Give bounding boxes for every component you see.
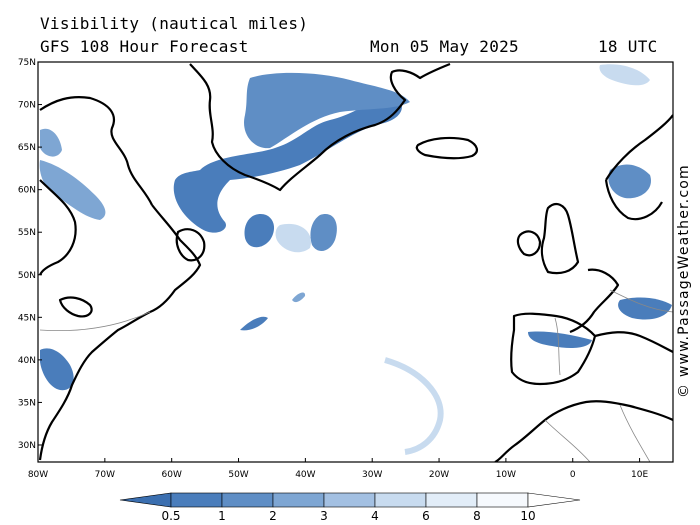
scandinavia-coast [605, 114, 673, 181]
lat-label: 50N [18, 271, 36, 281]
lat-label: 55N [18, 228, 36, 238]
canada-arctic-coast [39, 96, 153, 206]
lon-label: 60W [162, 470, 182, 480]
legend-swatch [170, 492, 223, 508]
fog-arctic-ne [599, 64, 650, 86]
lat-label: 60N [18, 186, 36, 196]
longitude-labels: 80W 70W 60W 50W 40W 30W 20W 10W 0 10E [28, 458, 648, 480]
visibility-legend: 0.5 1 2 3 4 6 8 10 [119, 492, 581, 523]
lat-label: 35N [18, 398, 36, 408]
africa-coast [494, 400, 673, 462]
fog-labrador [39, 160, 106, 220]
iceland-coast [415, 136, 478, 160]
lon-label: 20W [429, 470, 449, 480]
fog-streak-48n [292, 292, 306, 303]
fog-newfoundland-east [244, 214, 275, 248]
legend-level-label: 0.5 [161, 509, 180, 523]
lon-label: 80W [28, 470, 48, 480]
fog-iberia [528, 331, 592, 348]
legend-level-label: 10 [520, 509, 535, 523]
lat-label: 45N [18, 313, 36, 323]
fog-us-coast [40, 348, 74, 391]
credit-text-box: © www.PassageWeather.com [676, 164, 696, 418]
country-borders [39, 289, 673, 462]
legend-swatch [425, 492, 478, 508]
lat-label: 40N [18, 356, 36, 366]
fog-north-scandinavia [608, 164, 651, 199]
legend-level-label: 3 [320, 509, 328, 523]
legend-max-arrow [527, 492, 581, 508]
fog-light-patch [275, 223, 311, 253]
newfoundland-coast [175, 228, 206, 262]
mediterranean-coast [594, 331, 673, 353]
norway-south-coast [604, 179, 663, 221]
us-east-coast [38, 311, 151, 461]
credit-text: © www.PassageWeather.com [676, 164, 692, 398]
legend-swatch [374, 492, 427, 508]
lon-label: 70W [95, 470, 115, 480]
legend-min-arrow [119, 492, 172, 508]
map-frame [37, 61, 674, 463]
latitude-labels: 75N 70N 65N 60N 55N 50N 45N 40N 35N 30N [18, 58, 42, 451]
legend-level-label: 8 [473, 509, 481, 523]
visibility-shading [39, 64, 672, 455]
lon-label: 10W [496, 470, 516, 480]
hudson-bay-coast [38, 179, 77, 276]
labrador-coast [149, 204, 202, 314]
lon-label: 40W [295, 470, 315, 480]
map-title: Visibility (nautical miles) [40, 14, 309, 33]
legend-level-label: 2 [269, 509, 277, 523]
coastlines [38, 62, 673, 462]
forecast-date: Mon 05 May 2025 [370, 37, 519, 56]
lon-label: 50W [228, 470, 248, 480]
lon-label: 0 [570, 470, 576, 480]
fog-greenland-strait [173, 97, 402, 233]
lat-label: 75N [18, 58, 36, 68]
legend-level-label: 6 [422, 509, 430, 523]
greenland-coast [189, 62, 451, 192]
europe-west-coast [569, 268, 620, 334]
lon-label: 30W [362, 470, 382, 480]
legend-swatch [221, 492, 274, 508]
lat-label: 30N [18, 441, 36, 451]
lat-label: 65N [18, 143, 36, 153]
legend-swatch [272, 492, 325, 508]
iberia-coast [510, 312, 597, 386]
fog-nw-corner [40, 128, 62, 157]
legend-swatch [476, 492, 529, 508]
legend-swatch [323, 492, 376, 508]
ireland-coast [516, 230, 542, 257]
fog-alps [618, 297, 672, 320]
lat-label: 70N [18, 101, 36, 111]
legend-level-label: 4 [371, 509, 379, 523]
great-lakes-coast [58, 296, 93, 318]
forecast-subtitle: GFS 108 Hour Forecast [40, 37, 249, 56]
legend-level-label: 1 [218, 509, 226, 523]
uk-coast [540, 202, 580, 275]
fog-streak-45n [240, 316, 268, 331]
lon-label: 10E [631, 470, 648, 480]
fog-central-patch [310, 214, 337, 252]
fog-arc-light [384, 357, 444, 455]
fog-greenland-east [244, 72, 410, 149]
forecast-time: 18 UTC [598, 37, 658, 56]
